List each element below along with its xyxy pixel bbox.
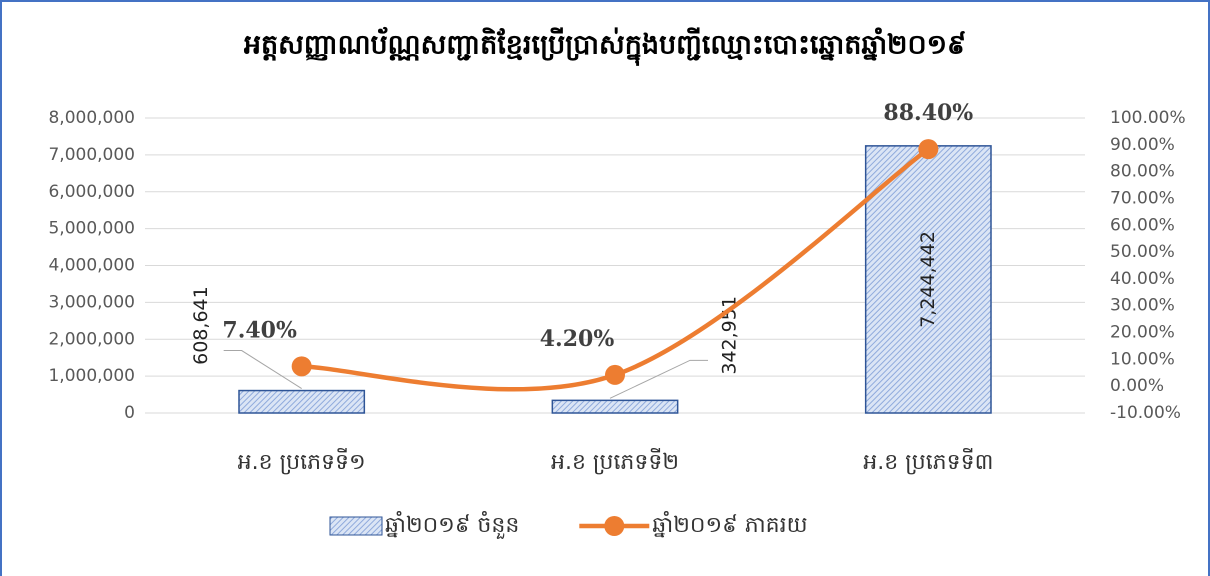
y-tick-label: 0 (124, 403, 135, 423)
y2-tick-label: 50.00% (1110, 242, 1175, 262)
x-tick-label: អ.ខ ប្រភេទទី២ (551, 448, 679, 475)
x-tick-label: អ.ខ ប្រភេទទី៣ (863, 448, 993, 475)
legend-label: ឆ្នាំ២០១៩ ភាគរយ (652, 511, 807, 538)
y2-tick-label: 100.00% (1110, 108, 1186, 128)
y-tick-label: 3,000,000 (48, 292, 135, 312)
bar (864, 145, 992, 414)
leader-line (223, 350, 302, 389)
x-tick-label: អ.ខ ប្រភេទទី១ (238, 448, 366, 475)
y2-tick-label: 20.00% (1110, 323, 1175, 343)
y2-tick-label: 0.00% (1110, 376, 1164, 396)
y-tick-label: 2,000,000 (48, 329, 135, 349)
line-marker (291, 356, 312, 377)
legend-marker (604, 516, 625, 536)
y2-tick-label: 70.00% (1110, 188, 1175, 208)
y2-tick-label: 30.00% (1110, 296, 1175, 316)
y2-tick-label: 10.00% (1110, 349, 1175, 369)
legend-swatch (329, 516, 383, 536)
y2-tick-label: -10.00% (1110, 403, 1181, 423)
bar-value-label: 608,641 (190, 286, 212, 365)
bar-value-label: 7,244,442 (917, 231, 939, 328)
y-tick-label: 5,000,000 (48, 219, 135, 239)
bar (551, 399, 679, 414)
y2-tick-label: 60.00% (1110, 215, 1175, 235)
line-marker (605, 364, 625, 385)
chart-title: អត្តសញ្ញាណប័ណ្ណសញ្ជាតិខ្មែរប្រើប្រាស់ក្ន… (244, 27, 966, 67)
legend-label: ឆ្នាំ២០១៩ ចំនួន (385, 511, 519, 539)
line-value-label: 7.40% (222, 317, 297, 343)
y-tick-label: 8,000,000 (48, 108, 135, 128)
line-marker (918, 139, 939, 160)
y-tick-label: 7,000,000 (48, 145, 135, 165)
leader-line (609, 359, 708, 399)
y2-tick-label: 90.00% (1110, 135, 1175, 155)
line-value-label: 4.20% (540, 326, 615, 352)
y-tick-label: 4,000,000 (48, 256, 135, 276)
bar (238, 389, 366, 414)
y-tick-label: 6,000,000 (48, 182, 135, 202)
y-tick-label: 1,000,000 (48, 366, 135, 386)
line-value-label: 88.40% (883, 100, 973, 126)
y2-tick-label: 40.00% (1110, 269, 1175, 289)
y2-tick-label: 80.00% (1110, 162, 1175, 182)
